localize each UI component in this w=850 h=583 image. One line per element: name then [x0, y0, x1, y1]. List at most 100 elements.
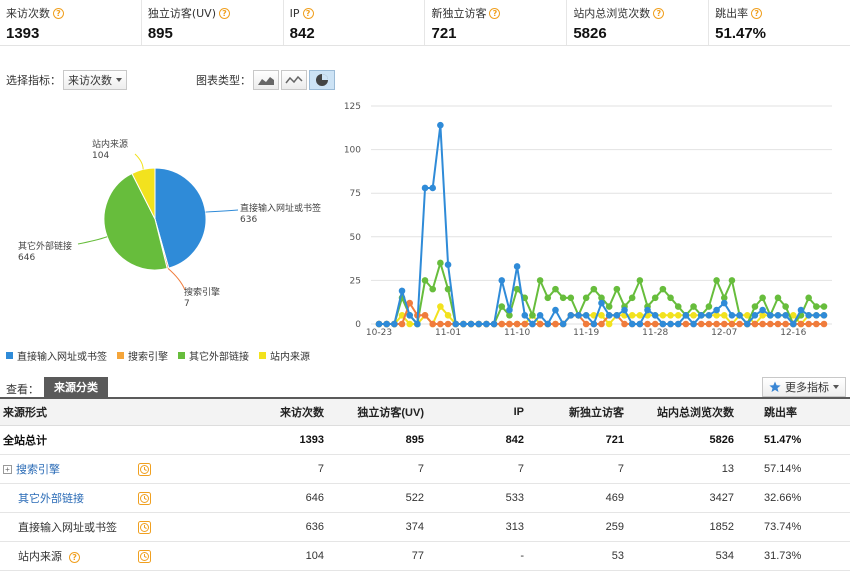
data-point: [820, 311, 828, 319]
col-header[interactable]: 来源形式: [0, 399, 250, 426]
data-point: [529, 320, 536, 328]
kpi-visits: 来访次数? 1393: [0, 0, 141, 45]
more-metrics-button[interactable]: 更多指标: [762, 377, 846, 397]
data-point: [437, 320, 444, 328]
data-point: [605, 320, 613, 328]
data-point: [437, 259, 444, 267]
more-metrics-label: 更多指标: [785, 381, 829, 394]
table-cell: 636: [250, 512, 330, 542]
data-point: [498, 320, 506, 328]
col-header[interactable]: IP: [430, 399, 530, 426]
series-line-0: [379, 125, 824, 327]
data-point: [674, 303, 682, 310]
help-icon[interactable]: ?: [751, 7, 763, 19]
view-tab-bar: 查看： 来源分类 更多指标: [0, 377, 850, 399]
help-icon[interactable]: ?: [69, 551, 81, 563]
pie-chart-button[interactable]: [309, 70, 335, 90]
clock-icon[interactable]: [138, 520, 151, 534]
col-header[interactable]: 来访次数: [250, 399, 330, 426]
kpi-value: 895: [147, 25, 173, 42]
x-tick-label: 11-28: [642, 328, 668, 338]
row-label: 站内来源: [18, 550, 62, 563]
data-point: [605, 303, 613, 310]
help-icon[interactable]: ?: [653, 7, 665, 19]
data-point: [759, 311, 766, 319]
data-point: [605, 311, 613, 319]
kpi-label: 新独立访客: [431, 7, 487, 20]
col-header[interactable]: 跳出率: [740, 399, 850, 426]
data-point: [444, 285, 452, 293]
legend-item-other[interactable]: 其它外部链接: [178, 348, 249, 363]
help-icon[interactable]: ?: [53, 7, 64, 19]
data-point: [713, 320, 720, 328]
data-point: [759, 306, 766, 314]
row-label-link[interactable]: 其它外部链接: [18, 492, 84, 505]
pie-label-value: 104: [92, 151, 110, 161]
source-table: 来源形式 来访次数 独立访客(UV) IP 新独立访客 站内总浏览次数 跳出率 …: [0, 399, 850, 571]
table-cell: 57.14%: [740, 454, 850, 484]
clock-icon[interactable]: [138, 549, 151, 563]
legend-label: 其它外部链接: [189, 352, 249, 363]
help-icon[interactable]: ?: [489, 7, 501, 19]
metric-value: 来访次数: [68, 74, 112, 87]
data-point: [774, 320, 782, 328]
data-point: [598, 299, 605, 307]
help-icon[interactable]: ?: [302, 7, 314, 19]
table-cell: 842: [430, 425, 530, 455]
data-point: [429, 320, 437, 328]
pie-leader-line-3: [134, 153, 144, 170]
pie-chart: 站内来源 104 直接输入网址或书签 636 其它外部链接 646 搜索引擎 7: [0, 92, 330, 342]
help-icon[interactable]: ?: [219, 7, 230, 19]
kpi-value: 5826: [573, 25, 607, 42]
col-header[interactable]: 独立访客(UV): [330, 399, 430, 426]
col-header[interactable]: 站内总浏览次数: [630, 399, 740, 426]
pie-slice-2: [103, 172, 168, 271]
data-point: [782, 320, 789, 328]
pie-label-value: 636: [240, 215, 258, 225]
metric-dropdown[interactable]: 来访次数: [63, 70, 127, 90]
data-point: [529, 311, 536, 319]
data-point: [651, 294, 659, 302]
data-point: [636, 320, 644, 328]
data-point: [575, 311, 582, 319]
legend-item-direct[interactable]: 直接输入网址或书签: [6, 348, 107, 363]
data-point: [513, 320, 521, 328]
clock-icon[interactable]: [138, 491, 151, 505]
table-row-total: 全站总计 1393 895 842 721 5826 51.47%: [0, 425, 850, 455]
data-point: [398, 320, 406, 328]
table-cell: 1393: [250, 425, 330, 455]
data-point: [690, 311, 697, 319]
data-point: [682, 311, 690, 319]
y-tick-label: 100: [344, 146, 361, 156]
data-point: [628, 311, 636, 319]
tab-source-category[interactable]: 来源分类: [44, 377, 108, 399]
expand-icon[interactable]: +: [3, 465, 12, 475]
data-point: [697, 311, 705, 319]
data-point: [659, 311, 667, 319]
clock-icon[interactable]: [138, 462, 151, 476]
data-point: [582, 294, 590, 302]
data-point: [636, 311, 644, 319]
pie-label-name: 搜索引擎: [184, 288, 221, 298]
data-point: [536, 277, 544, 284]
row-label-link[interactable]: 搜索引擎: [16, 463, 60, 476]
legend-item-internal[interactable]: 站内来源: [259, 348, 310, 363]
col-header[interactable]: 新独立访客: [530, 399, 630, 426]
table-row: + 搜索引擎 7 7 7 7 13 57.14%: [0, 454, 850, 484]
kpi-uv: 独立访客(UV)? 895: [140, 0, 283, 45]
area-chart-button[interactable]: [253, 70, 279, 90]
data-point: [659, 285, 667, 293]
data-point: [544, 320, 552, 328]
data-point: [552, 285, 559, 293]
data-point: [774, 294, 782, 302]
chart-legend: 直接输入网址或书签 搜索引擎 其它外部链接 站内来源: [6, 348, 310, 363]
y-tick-label: 0: [355, 320, 361, 330]
legend-item-search[interactable]: 搜索引擎: [117, 348, 168, 363]
pie-label-value: 646: [18, 253, 36, 263]
data-point: [490, 320, 498, 328]
x-tick-label: 12-16: [780, 328, 806, 338]
data-point: [705, 320, 713, 328]
data-point: [506, 306, 513, 314]
line-chart-button[interactable]: [281, 70, 307, 90]
data-point: [444, 311, 452, 319]
